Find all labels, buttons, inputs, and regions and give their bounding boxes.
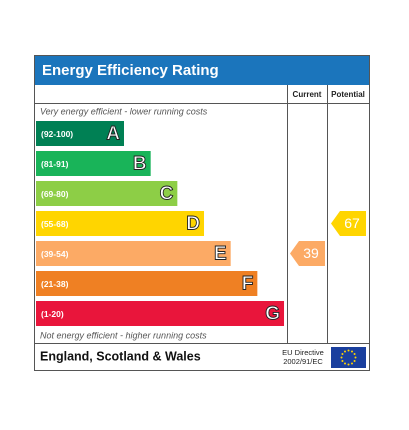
star xyxy=(341,353,344,355)
star xyxy=(351,362,353,365)
band-range: (81-91) xyxy=(41,159,69,169)
star xyxy=(354,356,357,359)
star xyxy=(353,360,356,362)
band-range: (92-100) xyxy=(41,129,73,139)
potential-value: 67 xyxy=(344,215,360,231)
band-range: (1-20) xyxy=(41,309,64,319)
current-value: 39 xyxy=(303,245,319,261)
star xyxy=(351,350,353,353)
band-range: (69-80) xyxy=(41,189,69,199)
eu-stars xyxy=(340,349,357,366)
star xyxy=(353,353,356,355)
band-letter: E xyxy=(214,244,227,265)
band-range: (21-38) xyxy=(41,279,69,289)
band xyxy=(36,211,205,236)
band xyxy=(36,181,178,206)
directive: 2002/91/EC xyxy=(283,357,323,366)
column-header: Potential xyxy=(331,90,365,99)
star xyxy=(344,362,346,365)
star xyxy=(347,363,350,366)
band xyxy=(36,241,231,266)
potential-arrow xyxy=(331,211,366,236)
current-arrow xyxy=(290,241,325,266)
band xyxy=(36,151,151,176)
band xyxy=(36,121,124,146)
top-note: Very energy efficient - lower running co… xyxy=(40,106,208,116)
band-range: (55-68) xyxy=(41,219,69,229)
star xyxy=(344,350,346,353)
star xyxy=(341,360,344,362)
eu-flag xyxy=(331,347,366,368)
band-letter: G xyxy=(265,304,280,325)
band-letter: C xyxy=(160,184,174,205)
directive: EU Directive xyxy=(282,348,324,357)
bottom-note: Not energy efficient - higher running co… xyxy=(40,330,207,340)
band xyxy=(36,301,285,326)
band xyxy=(36,271,258,296)
band-letter: A xyxy=(106,124,120,145)
title-bar xyxy=(35,56,369,85)
band-range: (39-54) xyxy=(41,249,69,259)
title: Energy Efficiency Rating xyxy=(42,62,219,79)
region: England, Scotland & Wales xyxy=(40,349,201,363)
band-letter: B xyxy=(133,154,147,175)
band-letter: D xyxy=(186,214,200,235)
column-header: Current xyxy=(293,90,322,99)
band-letter: F xyxy=(242,274,254,295)
star xyxy=(340,356,343,359)
star xyxy=(347,349,350,352)
